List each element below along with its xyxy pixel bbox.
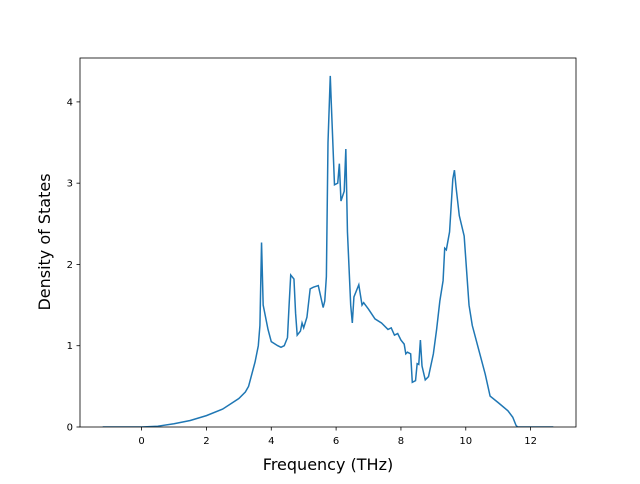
y-tick-label: 0 xyxy=(67,423,73,434)
y-tick-label: 2 xyxy=(67,260,73,271)
x-tick-label: 0 xyxy=(138,436,144,447)
x-tick-label: 8 xyxy=(398,436,404,447)
y-tick-label: 1 xyxy=(67,341,73,352)
x-tick-label: 10 xyxy=(459,436,472,447)
x-axis-label: Frequency (THz) xyxy=(263,455,393,474)
y-axis-label: Density of States xyxy=(35,173,54,310)
y-tick-label: 4 xyxy=(67,97,73,108)
plot-frame xyxy=(79,57,577,428)
y-tick-label: 3 xyxy=(67,179,73,190)
x-tick-label: 4 xyxy=(268,436,274,447)
x-tick-label: 2 xyxy=(203,436,209,447)
x-tick-label: 12 xyxy=(524,436,537,447)
x-tick-label: 6 xyxy=(333,436,339,447)
line-series xyxy=(102,75,554,427)
